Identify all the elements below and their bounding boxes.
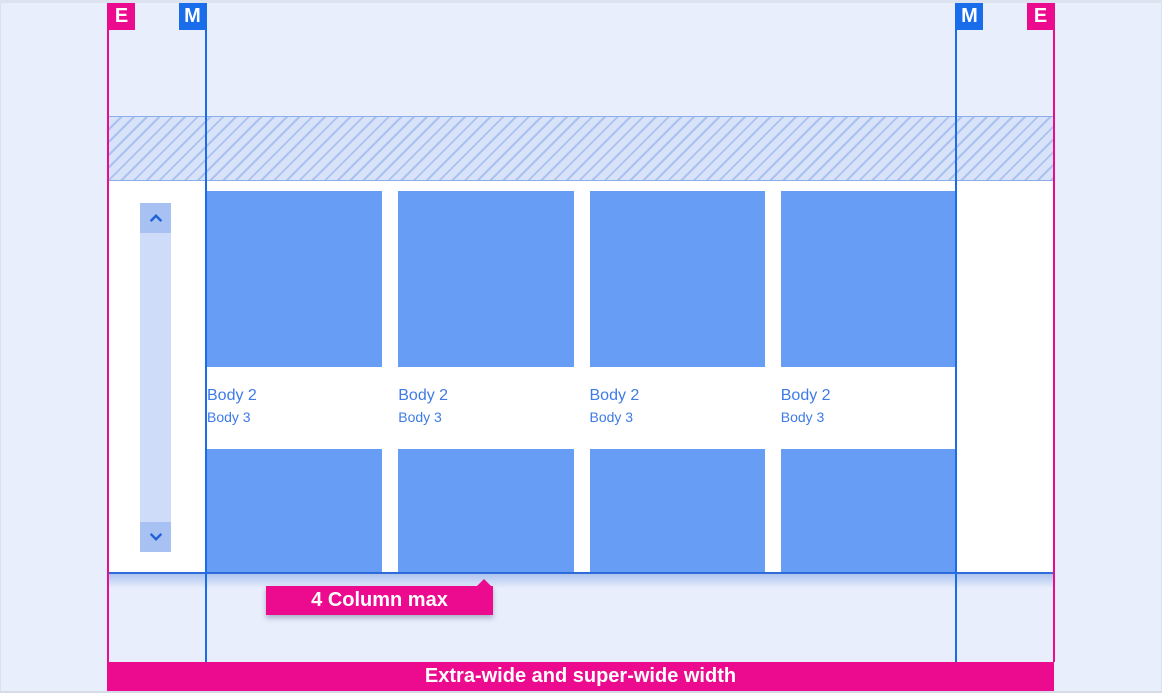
image-card[interactable] [780, 191, 956, 367]
margin-guide-line-left [205, 3, 207, 662]
extra-wide-guide-line-left [107, 3, 109, 662]
card-subtitle: Body 3 [780, 409, 825, 425]
card-subtitle: Body 3 [398, 409, 442, 425]
margin-chip-left: M [179, 3, 206, 30]
image-card[interactable] [589, 449, 765, 572]
grid-column: Body 2 Body 3 [589, 191, 765, 572]
card-caption: Body 2 Body 3 [589, 367, 765, 449]
card-title: Body 2 [207, 387, 257, 404]
image-card[interactable] [207, 191, 383, 367]
width-range-banner: Extra-wide and super-wide width [107, 662, 1054, 691]
bottom-border [0, 691, 1162, 693]
content-sheet-shadow [107, 574, 1054, 588]
card-subtitle: Body 3 [589, 409, 634, 425]
grid-column: Body 2 Body 3 [780, 191, 956, 572]
pointer-up-caret-icon [477, 579, 491, 586]
vertical-scrollbar[interactable] [140, 203, 171, 552]
margin-guide-line-right [955, 3, 957, 662]
image-card[interactable] [207, 449, 383, 572]
card-title: Body 2 [398, 387, 449, 404]
card-subtitle: Body 3 [207, 409, 251, 425]
image-card[interactable] [780, 449, 956, 572]
extra-wide-chip-left: E [108, 3, 135, 30]
card-title: Body 2 [589, 387, 640, 404]
scrollbar-track[interactable] [140, 233, 171, 522]
scroll-down-button[interactable] [140, 522, 171, 552]
image-card[interactable] [589, 191, 765, 367]
card-caption: Body 2 Body 3 [398, 367, 574, 449]
card-title: Body 2 [780, 387, 831, 404]
chevron-up-icon [147, 209, 165, 227]
extra-wide-chip-right: E [1027, 3, 1054, 30]
grid-column: Body 2 Body 3 [207, 191, 383, 572]
extra-wide-guide-line-right [1053, 3, 1055, 662]
top-border [0, 0, 1162, 3]
margin-chip-right: M [956, 3, 983, 30]
image-card[interactable] [398, 449, 574, 572]
card-caption: Body 2 Body 3 [207, 367, 383, 449]
scroll-up-button[interactable] [140, 203, 171, 233]
card-grid: Body 2 Body 3 Body 2 Body 3 Body 2 Body … [207, 191, 956, 572]
grid-column: Body 2 Body 3 [398, 191, 574, 572]
image-card[interactable] [398, 191, 574, 367]
card-caption: Body 2 Body 3 [780, 367, 956, 449]
column-max-annotation: 4 Column max [266, 579, 493, 615]
app-bar-hatch-region [107, 116, 1054, 181]
chevron-down-icon [147, 528, 165, 546]
